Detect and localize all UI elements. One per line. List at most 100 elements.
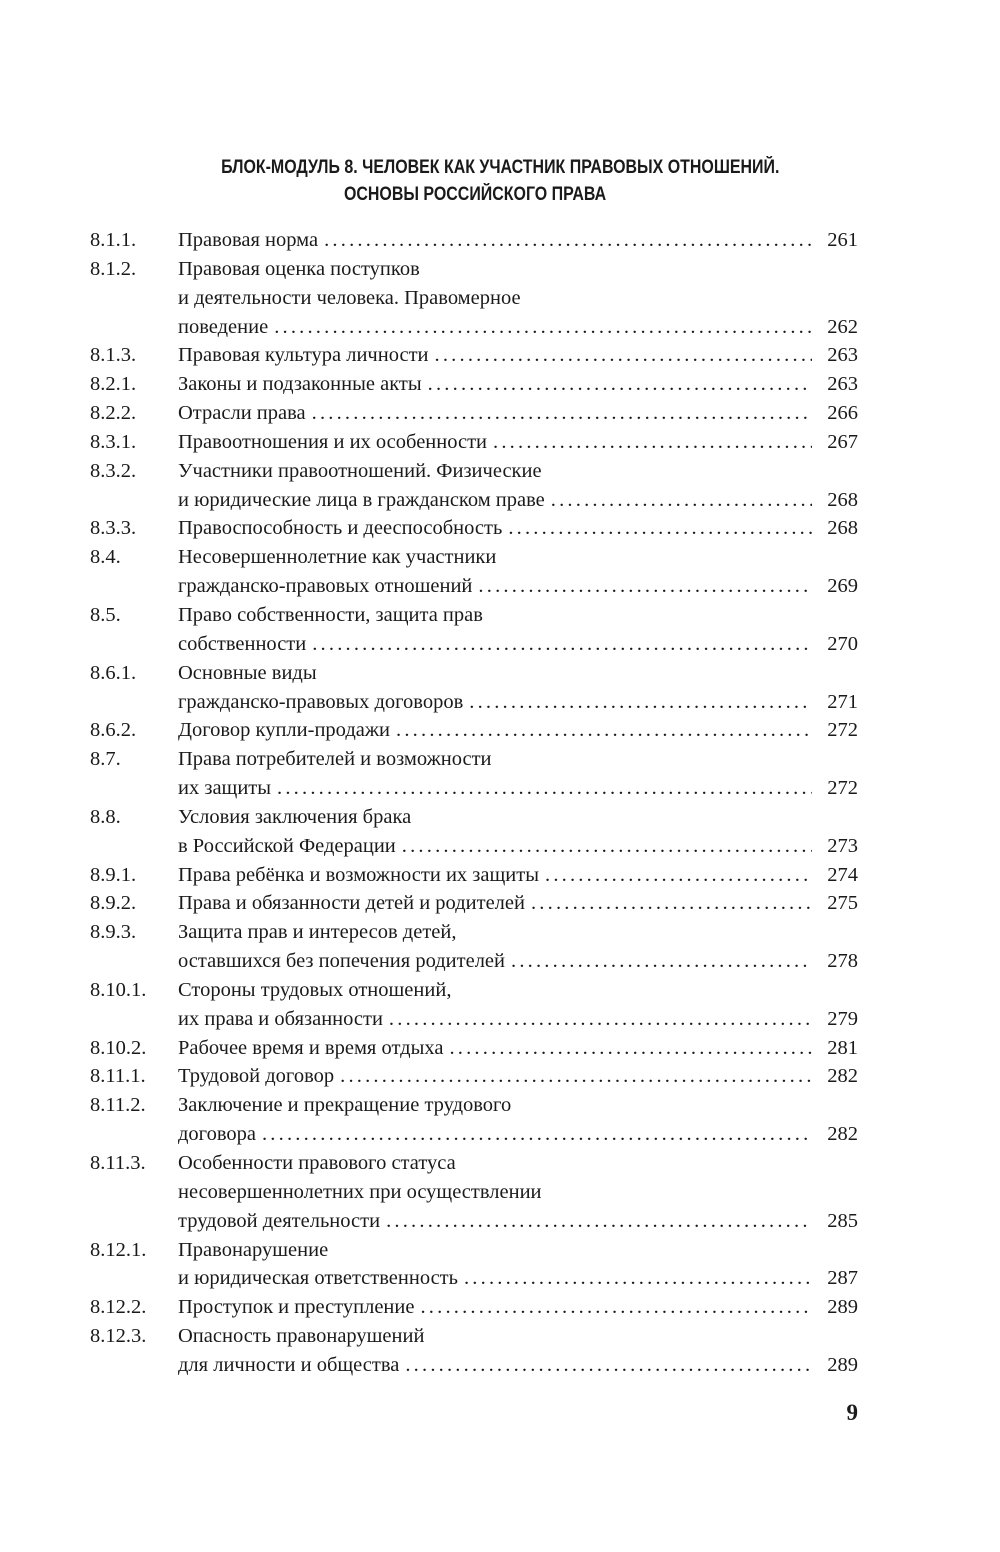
entry-line: Правоотношения и их особенности.........… — [178, 428, 858, 457]
entry-line: Правовая культура личности..............… — [178, 341, 858, 370]
entry-number: 8.3.1. — [90, 430, 137, 453]
toc-entry[interactable]: 8.6.1. Основные виды гражданско-правовых д… — [90, 659, 858, 717]
toc-entry[interactable]: 8.2.2. Отрасли права.....................… — [90, 399, 858, 428]
toc-entry[interactable]: 8.9.1. Права ребёнка и возможности их защ… — [90, 861, 858, 890]
entry-title: Правовая культура личности..............… — [178, 341, 858, 370]
section-heading-line-1: БЛОК-МОДУЛЬ 8. ЧЕЛОВЕК КАК УЧАСТНИК ПРАВ… — [0, 157, 1000, 179]
entry-page-number: 266 — [827, 402, 858, 425]
toc-entry[interactable]: 8.9.3. Защита прав и интересов детей, оста… — [90, 918, 858, 976]
toc-entry[interactable]: 8.4. Несовершеннолетние как участники граж… — [90, 543, 858, 601]
entry-number: 8.9.1. — [90, 863, 137, 886]
toc-entry[interactable]: 8.3.3. Правоспособность и дееспособность.… — [90, 514, 858, 543]
entry-title-text: Рабочее время и время отдыха — [178, 1036, 444, 1059]
entry-title: Законы и подзаконные акты...............… — [178, 370, 858, 399]
entry-number: 8.11.1. — [90, 1065, 146, 1088]
toc-entry[interactable]: 8.12.2. Проступок и преступление.........… — [90, 1293, 858, 1322]
toc-entry[interactable]: 8.12.3. Опасность правонарушений для лично… — [90, 1322, 858, 1380]
entry-title: Договор купли-продажи...................… — [178, 716, 858, 745]
entry-line: в Российской Федерации..................… — [178, 832, 858, 861]
entry-title-text: Несовершеннолетние как участники — [178, 546, 497, 569]
entry-title: Рабочее время и время отдыха............… — [178, 1034, 858, 1063]
entry-title-text: Права ребёнка и возможности их защиты — [178, 863, 539, 886]
entry-number: 8.1.2. — [90, 257, 137, 280]
dot-leader: ........................................… — [550, 488, 812, 511]
entry-page-number: 262 — [827, 315, 858, 338]
entry-line: договора................................… — [178, 1120, 858, 1149]
section-heading-line-2: ОСНОВЫ РОССИЙСКОГО ПРАВА — [0, 184, 975, 206]
entry-title-text: Права потребителей и возможности — [178, 748, 492, 771]
toc-entry[interactable]: 8.3.1. Правоотношения и их особенности...… — [90, 428, 858, 457]
entry-title-text: Право собственности, защита прав — [178, 603, 483, 626]
entry-line: Защита прав и интересов детей, — [178, 918, 858, 947]
entry-page-number: 268 — [827, 488, 858, 511]
entry-page-number: 268 — [827, 517, 858, 540]
toc-entry[interactable]: 8.1.3. Правовая культура личности........… — [90, 341, 858, 370]
toc-entry[interactable]: 8.7. Права потребителей и возможности их з… — [90, 745, 858, 803]
entry-page-number: 287 — [827, 1267, 858, 1290]
entry-line: гражданско-правовых договоров...........… — [178, 688, 858, 717]
entry-line: гражданско-правовых отношений...........… — [178, 572, 858, 601]
entry-page-number: 285 — [827, 1209, 858, 1232]
entry-line: Опасность правонарушений — [178, 1322, 858, 1351]
entry-title-text: Права и обязанности детей и родителей — [178, 892, 525, 915]
toc-entry[interactable]: 8.12.1. Правонарушение и юридическая ответ… — [90, 1236, 858, 1294]
dot-leader: ........................................… — [274, 315, 812, 338]
entry-title-text: Правовая культура личности — [178, 344, 429, 367]
toc-entry[interactable]: 8.1.2. Правовая оценка поступков и деятель… — [90, 255, 858, 342]
toc-entry[interactable]: 8.11.1. Трудовой договор.................… — [90, 1062, 858, 1091]
entry-line: Право собственности, защита прав — [178, 601, 858, 630]
entry-number: 8.10.2. — [90, 1036, 147, 1059]
dot-leader: ........................................… — [469, 690, 812, 713]
page-number: 9 — [846, 1400, 859, 1425]
dot-leader: ........................................… — [420, 1296, 812, 1319]
toc-entry[interactable]: 8.6.2. Договор купли-продажи.............… — [90, 716, 858, 745]
entry-title-text: Проступок и преступление — [178, 1296, 415, 1319]
entry-title: Правовая норма..........................… — [178, 226, 858, 255]
entry-title-text: поведение — [178, 315, 269, 338]
dot-leader: ........................................… — [449, 1036, 812, 1059]
entry-title-text: Трудовой договор — [178, 1065, 335, 1088]
entry-title-text: и юридические лица в гражданском праве — [178, 488, 545, 511]
toc-entry[interactable]: 8.3.2. Участники правоотношений. Физическ… — [90, 457, 858, 515]
dot-leader: ........................................… — [545, 863, 812, 886]
entry-number: 8.2.1. — [90, 373, 137, 396]
entry-line: их защиты...............................… — [178, 774, 858, 803]
dot-leader: ........................................… — [388, 1007, 812, 1030]
entry-page-number: 275 — [827, 892, 858, 915]
entry-title-text: Правоспособность и дееспособность — [178, 517, 503, 540]
entry-number: 8.6.1. — [90, 661, 137, 684]
entry-page-number: 281 — [827, 1036, 858, 1059]
entry-page-number: 273 — [827, 834, 858, 857]
dot-leader: ........................................… — [434, 344, 812, 367]
toc-entry[interactable]: 8.9.2. Права и обязанности детей и родите… — [90, 889, 858, 918]
entry-title-text: Законы и подзаконные акты — [178, 373, 422, 396]
entry-number: 8.11.2. — [90, 1094, 146, 1117]
entry-line: Несовершеннолетние как участники — [178, 543, 858, 572]
entry-title-text: Правоотношения и их особенности — [178, 430, 488, 453]
dot-leader: ........................................… — [340, 1065, 812, 1088]
entry-title-text: Правовая оценка поступков — [178, 257, 420, 280]
entry-number: 8.1.1. — [90, 229, 137, 251]
entry-line: и деятельности человека. Правомерное — [178, 284, 858, 313]
toc-entry[interactable]: 8.10.2. Рабочее время и время отдыха.....… — [90, 1034, 858, 1063]
entry-line: Трудовой договор........................… — [178, 1062, 858, 1091]
toc-entry[interactable]: 8.5. Право собственности, защита прав собс… — [90, 601, 858, 659]
entry-line: Проступок и преступление................… — [178, 1293, 858, 1322]
dot-leader: ........................................… — [311, 402, 812, 425]
toc-entry[interactable]: 8.1.1. Правовая норма....................… — [90, 226, 858, 255]
entry-page-number: 272 — [827, 777, 858, 800]
entry-line: Правовая оценка поступков — [178, 255, 858, 284]
toc-entry[interactable]: 8.2.1. Законы и подзаконные акты.........… — [90, 370, 858, 399]
toc-entry[interactable]: 8.11.2. Заключение и прекращение трудовог… — [90, 1091, 858, 1149]
entry-title-text: гражданско-правовых отношений — [178, 575, 473, 598]
entry-title-text: их права и обязанности — [178, 1007, 383, 1030]
toc-entry[interactable]: 8.11.3. Особенности правового статуса несо… — [90, 1149, 858, 1236]
entry-title-text: гражданско-правовых договоров — [178, 690, 464, 713]
entry-title-text: договора — [178, 1123, 256, 1146]
toc-entry[interactable]: 8.8. Условия заключения брака в Российской… — [90, 803, 858, 861]
entry-line: оставшихся без попечения родителей......… — [178, 947, 858, 976]
dot-leader: ........................................… — [401, 834, 812, 857]
entry-title: Опасность правонарушений для личности и о… — [178, 1322, 858, 1380]
toc-entry[interactable]: 8.10.1. Стороны трудовых отношений, их пра… — [90, 976, 858, 1034]
entry-line: и юридические лица в гражданском праве..… — [178, 486, 858, 515]
